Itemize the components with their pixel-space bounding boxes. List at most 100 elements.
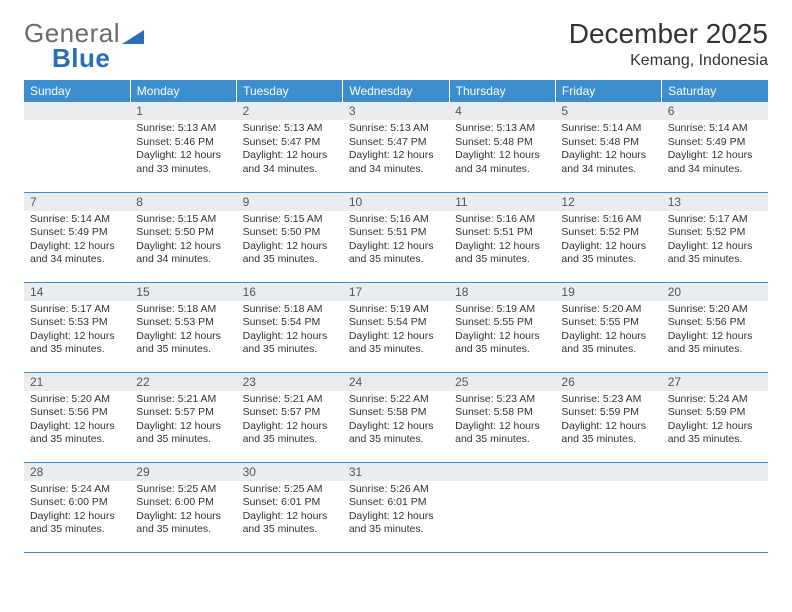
sunrise-text: Sunrise: 5:21 AM [136, 393, 230, 407]
date-number: 28 [24, 463, 130, 481]
daylight-text: Daylight: 12 hours and 34 minutes. [349, 149, 443, 176]
date-number: 16 [237, 283, 343, 301]
daylight-text: Daylight: 12 hours and 35 minutes. [243, 420, 337, 447]
sunset-text: Sunset: 5:50 PM [243, 226, 337, 240]
brand-logo: GeneralBlue [24, 18, 144, 74]
day-body: Sunrise: 5:16 AMSunset: 5:52 PMDaylight:… [555, 211, 661, 274]
daylight-text: Daylight: 12 hours and 35 minutes. [561, 420, 655, 447]
day-cell: 28Sunrise: 5:24 AMSunset: 6:00 PMDayligh… [24, 462, 130, 552]
sunrise-text: Sunrise: 5:24 AM [30, 483, 124, 497]
day-body: Sunrise: 5:16 AMSunset: 5:51 PMDaylight:… [343, 211, 449, 274]
date-number: 18 [449, 283, 555, 301]
sunset-text: Sunset: 5:54 PM [349, 316, 443, 330]
day-cell: 23Sunrise: 5:21 AMSunset: 5:57 PMDayligh… [237, 372, 343, 462]
day-cell: 8Sunrise: 5:15 AMSunset: 5:50 PMDaylight… [130, 192, 236, 282]
daylight-text: Daylight: 12 hours and 35 minutes. [561, 330, 655, 357]
daylight-text: Daylight: 12 hours and 35 minutes. [136, 510, 230, 537]
date-number: 8 [130, 193, 236, 211]
sunset-text: Sunset: 5:46 PM [136, 136, 230, 150]
daylight-text: Daylight: 12 hours and 34 minutes. [30, 240, 124, 267]
day-of-week-row: Sunday Monday Tuesday Wednesday Thursday… [24, 80, 768, 102]
location-label: Kemang, Indonesia [569, 52, 768, 70]
sunrise-text: Sunrise: 5:25 AM [136, 483, 230, 497]
date-number: 1 [130, 102, 236, 120]
dow-saturday: Saturday [662, 80, 768, 102]
sunrise-text: Sunrise: 5:14 AM [30, 213, 124, 227]
sunset-text: Sunset: 5:55 PM [561, 316, 655, 330]
date-number: 23 [237, 373, 343, 391]
sunset-text: Sunset: 5:51 PM [455, 226, 549, 240]
day-body: Sunrise: 5:15 AMSunset: 5:50 PMDaylight:… [237, 211, 343, 274]
day-body: Sunrise: 5:16 AMSunset: 5:51 PMDaylight:… [449, 211, 555, 274]
day-body: Sunrise: 5:21 AMSunset: 5:57 PMDaylight:… [130, 391, 236, 454]
date-number: 21 [24, 373, 130, 391]
date-number: 26 [555, 373, 661, 391]
page-header: GeneralBlue December 2025 Kemang, Indone… [24, 18, 768, 74]
sunrise-text: Sunrise: 5:14 AM [668, 122, 762, 136]
date-number: 20 [662, 283, 768, 301]
daylight-text: Daylight: 12 hours and 35 minutes. [668, 240, 762, 267]
day-body: Sunrise: 5:22 AMSunset: 5:58 PMDaylight:… [343, 391, 449, 454]
sunset-text: Sunset: 6:01 PM [349, 496, 443, 510]
date-number: 30 [237, 463, 343, 481]
sunrise-text: Sunrise: 5:13 AM [455, 122, 549, 136]
sunrise-text: Sunrise: 5:24 AM [668, 393, 762, 407]
day-body: Sunrise: 5:19 AMSunset: 5:54 PMDaylight:… [343, 301, 449, 364]
sunset-text: Sunset: 5:51 PM [349, 226, 443, 240]
day-body: Sunrise: 5:20 AMSunset: 5:56 PMDaylight:… [24, 391, 130, 454]
sunrise-text: Sunrise: 5:20 AM [561, 303, 655, 317]
daylight-text: Daylight: 12 hours and 35 minutes. [243, 330, 337, 357]
daylight-text: Daylight: 12 hours and 33 minutes. [136, 149, 230, 176]
day-body: Sunrise: 5:17 AMSunset: 5:53 PMDaylight:… [24, 301, 130, 364]
sunrise-text: Sunrise: 5:25 AM [243, 483, 337, 497]
sunrise-text: Sunrise: 5:18 AM [136, 303, 230, 317]
day-cell: 12Sunrise: 5:16 AMSunset: 5:52 PMDayligh… [555, 192, 661, 282]
day-cell: 21Sunrise: 5:20 AMSunset: 5:56 PMDayligh… [24, 372, 130, 462]
sunset-text: Sunset: 5:57 PM [243, 406, 337, 420]
week-row: 7Sunrise: 5:14 AMSunset: 5:49 PMDaylight… [24, 192, 768, 282]
sunrise-text: Sunrise: 5:16 AM [349, 213, 443, 227]
daylight-text: Daylight: 12 hours and 35 minutes. [561, 240, 655, 267]
daylight-text: Daylight: 12 hours and 35 minutes. [243, 240, 337, 267]
dow-wednesday: Wednesday [343, 80, 449, 102]
day-body: Sunrise: 5:13 AMSunset: 5:47 PMDaylight:… [343, 120, 449, 183]
week-row: 1Sunrise: 5:13 AMSunset: 5:46 PMDaylight… [24, 102, 768, 192]
week-row: 14Sunrise: 5:17 AMSunset: 5:53 PMDayligh… [24, 282, 768, 372]
sunset-text: Sunset: 5:58 PM [455, 406, 549, 420]
date-number: 24 [343, 373, 449, 391]
day-body: Sunrise: 5:13 AMSunset: 5:48 PMDaylight:… [449, 120, 555, 183]
date-number: 14 [24, 283, 130, 301]
sunrise-text: Sunrise: 5:15 AM [136, 213, 230, 227]
daylight-text: Daylight: 12 hours and 35 minutes. [243, 510, 337, 537]
sunrise-text: Sunrise: 5:20 AM [30, 393, 124, 407]
day-body: Sunrise: 5:24 AMSunset: 5:59 PMDaylight:… [662, 391, 768, 454]
daylight-text: Daylight: 12 hours and 35 minutes. [349, 240, 443, 267]
day-body: Sunrise: 5:25 AMSunset: 6:00 PMDaylight:… [130, 481, 236, 544]
day-cell: 30Sunrise: 5:25 AMSunset: 6:01 PMDayligh… [237, 462, 343, 552]
empty-date-band [24, 102, 130, 120]
date-number: 9 [237, 193, 343, 211]
daylight-text: Daylight: 12 hours and 34 minutes. [668, 149, 762, 176]
day-body: Sunrise: 5:18 AMSunset: 5:53 PMDaylight:… [130, 301, 236, 364]
daylight-text: Daylight: 12 hours and 34 minutes. [243, 149, 337, 176]
sunset-text: Sunset: 5:52 PM [668, 226, 762, 240]
sunset-text: Sunset: 5:49 PM [30, 226, 124, 240]
day-cell: 26Sunrise: 5:23 AMSunset: 5:59 PMDayligh… [555, 372, 661, 462]
calendar-body: 1Sunrise: 5:13 AMSunset: 5:46 PMDaylight… [24, 102, 768, 552]
daylight-text: Daylight: 12 hours and 35 minutes. [30, 330, 124, 357]
day-body: Sunrise: 5:18 AMSunset: 5:54 PMDaylight:… [237, 301, 343, 364]
sunrise-text: Sunrise: 5:26 AM [349, 483, 443, 497]
dow-sunday: Sunday [24, 80, 130, 102]
day-cell: 18Sunrise: 5:19 AMSunset: 5:55 PMDayligh… [449, 282, 555, 372]
daylight-text: Daylight: 12 hours and 34 minutes. [136, 240, 230, 267]
day-body: Sunrise: 5:17 AMSunset: 5:52 PMDaylight:… [662, 211, 768, 274]
day-body: Sunrise: 5:23 AMSunset: 5:58 PMDaylight:… [449, 391, 555, 454]
sunrise-text: Sunrise: 5:15 AM [243, 213, 337, 227]
dow-monday: Monday [130, 80, 236, 102]
sunrise-text: Sunrise: 5:14 AM [561, 122, 655, 136]
day-cell: 11Sunrise: 5:16 AMSunset: 5:51 PMDayligh… [449, 192, 555, 282]
day-cell: 16Sunrise: 5:18 AMSunset: 5:54 PMDayligh… [237, 282, 343, 372]
calendar-table: Sunday Monday Tuesday Wednesday Thursday… [24, 80, 768, 553]
day-cell: 31Sunrise: 5:26 AMSunset: 6:01 PMDayligh… [343, 462, 449, 552]
sunset-text: Sunset: 5:48 PM [561, 136, 655, 150]
